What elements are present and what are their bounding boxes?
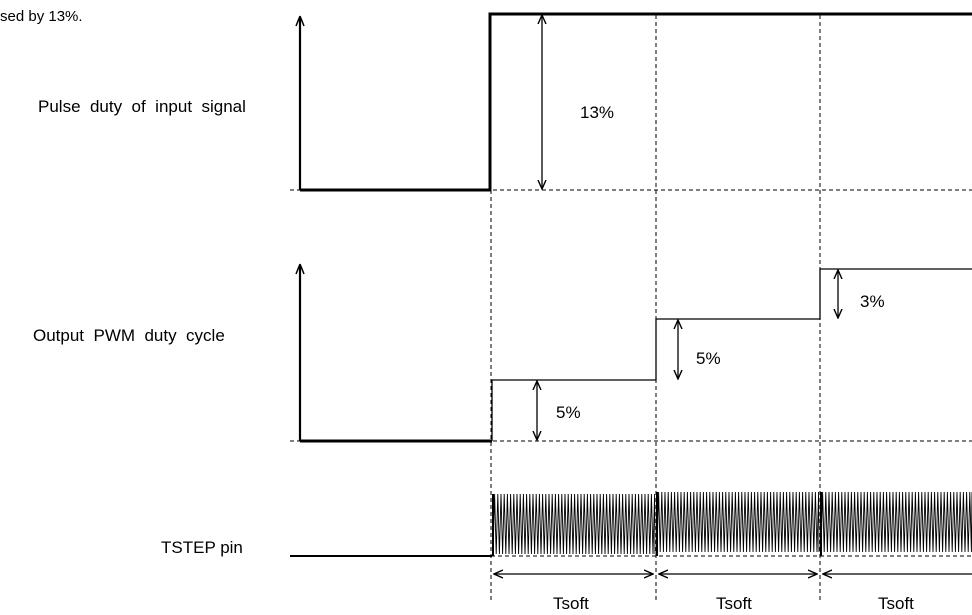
tsoft-label-2: Tsoft: [716, 594, 752, 613]
tsoft-label-1: Tsoft: [553, 594, 589, 613]
pwm-step-2-label: 5%: [696, 349, 721, 368]
tstep-wave-1: [492, 493, 656, 555]
tsoft-label-3: Tsoft: [878, 594, 914, 613]
caption-text: sed by 13%.: [0, 8, 83, 25]
output-axis-arrowhead: [295, 263, 305, 275]
tstep-oscillation: [492, 491, 972, 556]
output-pwm-label: Output PWM duty cycle: [33, 326, 225, 345]
pwm-step-1-label: 5%: [556, 403, 581, 422]
tstep-pin-label: TSTEP pin: [161, 538, 243, 557]
output-pwm-staircase: [491, 268, 972, 441]
input-step-label: 13%: [580, 103, 614, 122]
tstep-wave-2: [656, 491, 820, 553]
tstep-wave-3: [820, 491, 972, 553]
input-axis-arrowhead: [295, 15, 305, 27]
input-signal-waveform: [300, 12, 972, 192]
input-signal-label: Pulse duty of input signal: [38, 97, 246, 116]
pwm-step-3-label: 3%: [860, 292, 885, 311]
